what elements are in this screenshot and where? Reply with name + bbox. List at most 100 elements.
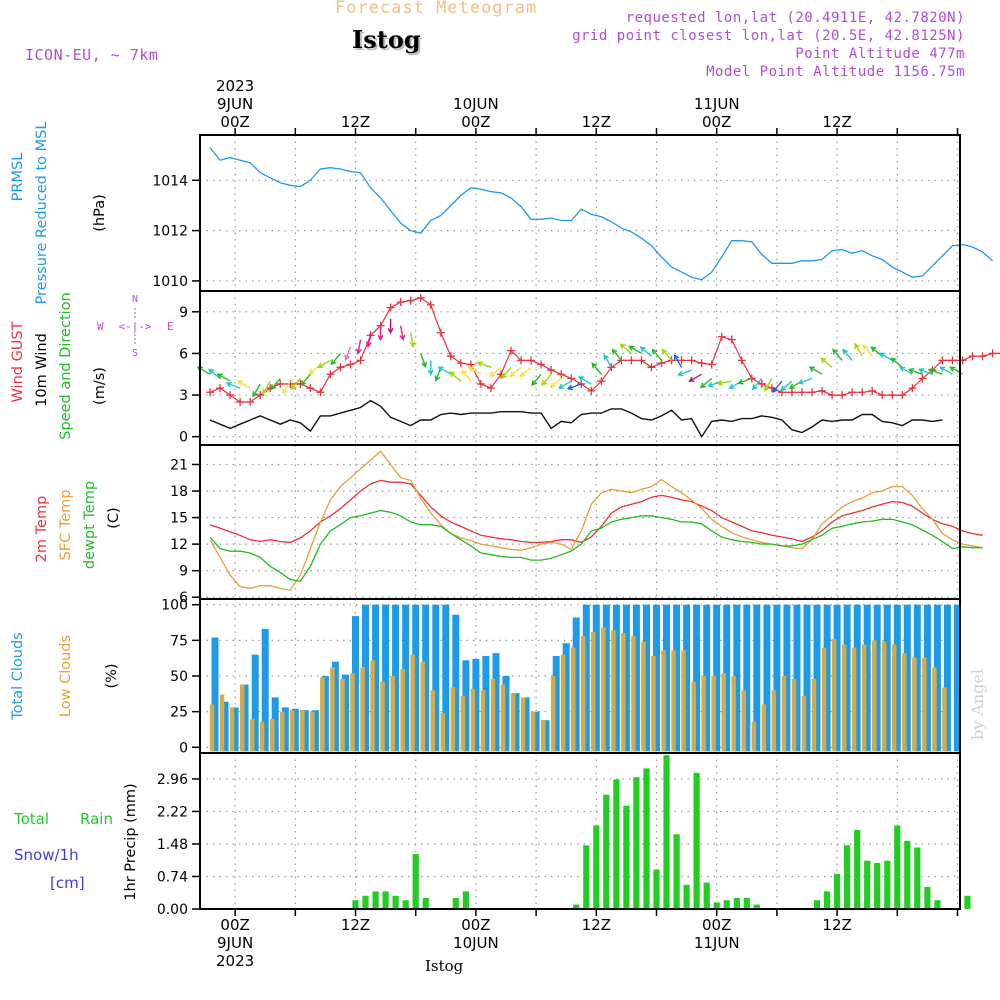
- gust-point: [557, 370, 566, 379]
- rain-bar: [914, 847, 921, 909]
- total-cloud-bar: [843, 604, 851, 752]
- total-cloud-bar: [512, 693, 520, 752]
- total-cloud-bar: [602, 604, 610, 752]
- total-cloud-bar: [903, 604, 911, 752]
- wind-arrow: [716, 379, 732, 386]
- compass-e: E: [167, 320, 174, 333]
- wind-arrow: [509, 366, 522, 378]
- total-cloud-bar: [763, 604, 771, 752]
- gridpoint-coords: grid point closest lon,lat (20.5E, 42.81…: [572, 28, 965, 44]
- gust-point: [848, 388, 857, 397]
- low-cloud-bar: [721, 673, 726, 752]
- time-label-bottom: 9JUN: [217, 934, 253, 952]
- ytick-label: 0.74: [157, 869, 188, 885]
- total-cloud-bar: [382, 604, 390, 752]
- low-cloud-bar: [510, 693, 516, 752]
- rain-bar: [603, 794, 610, 909]
- wind-arrow: [927, 368, 943, 375]
- panel-wind: 0 3 6 9 N S W E <-|->: [97, 290, 1000, 446]
- total-cloud-bar: [833, 604, 841, 752]
- total-cloud-bar: [713, 604, 721, 752]
- low-cloud-bar: [249, 718, 255, 752]
- gust-point: [206, 388, 215, 397]
- gust-point: [436, 328, 445, 337]
- gust-point: [948, 356, 957, 365]
- ytick-label: 100: [161, 598, 188, 614]
- time-label-top: 12Z: [822, 113, 851, 131]
- low-cloud-bar: [601, 627, 606, 752]
- rain-bar: [673, 834, 680, 909]
- low-cloud-bar: [691, 681, 696, 752]
- model-altitude: Model Point Altitude 1156.75m: [706, 64, 965, 80]
- total-cloud-bar: [733, 604, 741, 752]
- low-cloud-bar: [801, 696, 807, 752]
- label-rain: Rain: [80, 810, 113, 828]
- ytick-label: 50: [170, 669, 188, 685]
- low-cloud-bar: [370, 660, 375, 752]
- wind-arrow: [566, 383, 582, 391]
- wind-arrow: [780, 380, 793, 392]
- time-label-bottom: 00Z: [702, 916, 731, 934]
- low-cloud-bar: [791, 678, 797, 752]
- ytick-label: 75: [170, 633, 188, 649]
- low-cloud-bar: [591, 631, 596, 752]
- gust-point: [908, 384, 917, 393]
- wind10m-line: [209, 399, 943, 439]
- rain-bar: [462, 891, 469, 909]
- rain-bar: [643, 768, 650, 909]
- gust-point: [797, 388, 806, 397]
- rain-bar: [583, 845, 590, 909]
- ytick-label: 12: [170, 537, 188, 553]
- gust-point: [978, 352, 987, 361]
- rain-bar: [844, 845, 851, 909]
- total-cloud-bar: [703, 604, 711, 752]
- gust-point: [707, 360, 716, 369]
- ytick-label: 1014: [152, 173, 188, 189]
- low-cloud-bar: [571, 647, 576, 752]
- low-cloud-bar: [781, 676, 787, 752]
- time-label-bottom: 11JUN: [694, 934, 740, 952]
- time-label-bottom: 10JUN: [453, 934, 499, 952]
- compass-arrows: <-|->: [118, 320, 151, 333]
- wind-arrow: [355, 339, 362, 355]
- total-cloud-bar: [462, 660, 470, 752]
- ylabel-total-clouds: Total Clouds: [10, 632, 26, 720]
- gust-point: [787, 388, 796, 397]
- time-label-bottom: 12Z: [341, 916, 370, 934]
- low-cloud-bar: [560, 654, 566, 752]
- total-cloud-bar: [432, 604, 440, 752]
- rain-bar: [824, 891, 831, 909]
- gust-point: [808, 388, 817, 397]
- panel-pressure: 1010 1012 1014: [152, 134, 994, 292]
- gust-point: [276, 379, 285, 388]
- low-cloud-bar: [681, 650, 686, 752]
- total-cloud-bar: [301, 710, 309, 752]
- gust-line: [209, 297, 1000, 403]
- panel-temperature: 6 9 12 15 18 21: [170, 444, 983, 606]
- panel-frame: [199, 444, 961, 600]
- gust-point: [657, 359, 666, 368]
- rain-bar: [663, 755, 670, 909]
- low-cloud-bar: [771, 690, 777, 752]
- ytick-label: 3: [179, 388, 188, 404]
- gust-point: [446, 352, 455, 361]
- time-label-bottom: 00Z: [461, 916, 490, 934]
- low-cloud-bar: [209, 704, 215, 752]
- low-cloud-bar: [390, 676, 395, 752]
- compass-s: S: [132, 348, 138, 359]
- wind-arrow: [677, 369, 692, 377]
- low-cloud-bar: [330, 667, 335, 752]
- wind-arrow: [808, 366, 823, 375]
- wind-arrow: [208, 368, 221, 379]
- wind-arrow: [420, 353, 427, 368]
- wind-arrow: [387, 318, 394, 335]
- low-cloud-bar: [611, 630, 616, 752]
- rain-bar: [422, 898, 429, 909]
- total-cloud-bar: [482, 656, 490, 752]
- total-cloud-bar: [883, 604, 891, 752]
- wind-arrow: [531, 373, 542, 387]
- low-cloud-bar: [922, 657, 927, 752]
- total-cloud-bar: [291, 708, 299, 752]
- low-cloud-bar: [872, 640, 877, 752]
- total-cloud-bar: [753, 604, 761, 752]
